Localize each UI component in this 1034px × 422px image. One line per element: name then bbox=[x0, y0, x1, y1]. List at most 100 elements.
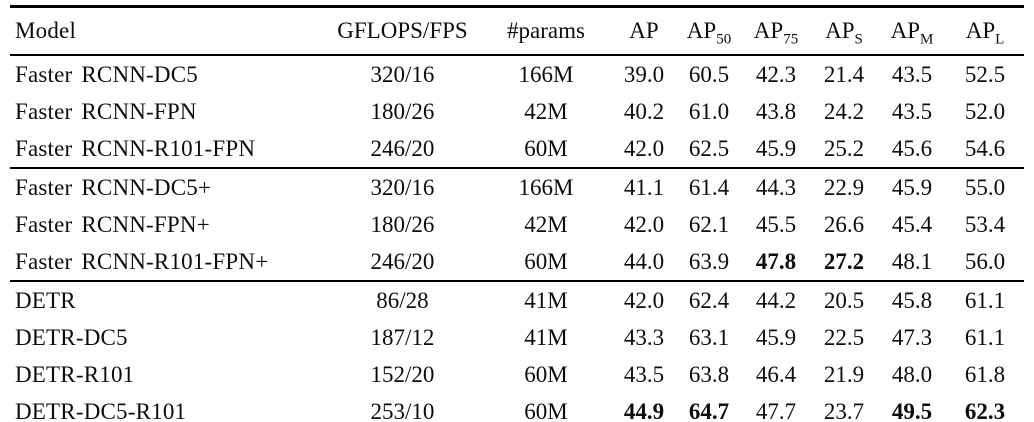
cell-ap-m: 45.8 bbox=[891, 287, 933, 313]
cell-ap75: 45.5 bbox=[755, 211, 797, 237]
cell-gflops-fps: 86/28 bbox=[376, 287, 429, 313]
cell-ap50: 63.9 bbox=[676, 243, 742, 282]
cell-model: Faster RCNN-R101-FPN+ bbox=[10, 243, 325, 282]
cell-ap-l: 61.8 bbox=[964, 361, 1006, 387]
cell-ap75: 43.8 bbox=[755, 98, 797, 124]
cell-ap50: 61.0 bbox=[688, 98, 730, 124]
cell-params: 60M bbox=[524, 398, 568, 422]
header-label: GFLOPS/FPS bbox=[337, 18, 468, 43]
column-header-ap-m: APM bbox=[878, 6, 946, 56]
cell-gflops-fps: 253/10 bbox=[370, 398, 435, 422]
cell-gflops-fps: 246/20 bbox=[325, 130, 480, 169]
cell-ap-s: 21.9 bbox=[823, 361, 865, 387]
header-label: AP bbox=[629, 18, 659, 43]
cell-ap-s: 23.7 bbox=[823, 398, 865, 422]
cell-ap: 40.2 bbox=[623, 98, 665, 124]
table-row: Faster RCNN-R101-FPN+ 246/20 60M 44.0 63.9 47… bbox=[10, 243, 1024, 282]
cell-model: Faster RCNN-DC5+ bbox=[15, 174, 212, 200]
cell-params: 60M bbox=[524, 361, 568, 387]
cell-params: 42M bbox=[524, 98, 568, 124]
cell-ap50: 63.8 bbox=[688, 361, 730, 387]
cell-ap: 43.5 bbox=[623, 361, 665, 387]
header-row: Model GFLOPS/FPS #params AP AP50 AP75 APS APM AP… bbox=[10, 6, 1024, 56]
column-header-ap: AP bbox=[612, 6, 676, 56]
cell-model: Faster RCNN-DC5 bbox=[15, 61, 198, 87]
header-subscript: 75 bbox=[783, 31, 799, 48]
table-row: Faster RCNN-DC5+ 320/16 166M 41.1 61.4 44.3 22… bbox=[10, 168, 1024, 206]
table-row: Faster RCNN-R101-FPN 246/20 60M 42.0 62.5 45.… bbox=[10, 130, 1024, 169]
cell-gflops-fps: 187/12 bbox=[370, 324, 435, 350]
cell-ap-m: 45.6 bbox=[878, 130, 946, 169]
column-header-ap50: AP50 bbox=[676, 6, 742, 56]
table-header: Model GFLOPS/FPS #params AP AP50 AP75 APS APM AP… bbox=[10, 6, 1024, 56]
table-row: DETR-R101 152/20 60M 43.5 63.8 46.4 21.9 48.0 61… bbox=[10, 356, 1024, 393]
cell-ap: 42.0 bbox=[623, 287, 665, 313]
cell-gflops-fps: 246/20 bbox=[325, 243, 480, 282]
cell-ap50: 61.4 bbox=[688, 174, 730, 200]
cell-ap: 44.0 bbox=[612, 243, 676, 282]
cell-ap: 43.3 bbox=[623, 324, 665, 350]
cell-model: DETR-DC5 bbox=[15, 324, 128, 350]
cell-gflops-fps: 320/16 bbox=[370, 61, 435, 87]
header-subscript: L bbox=[995, 31, 1005, 48]
cell-ap-s: 24.2 bbox=[823, 98, 865, 124]
cell-model: DETR-R101 bbox=[15, 361, 135, 387]
cell-ap75: 46.4 bbox=[755, 361, 797, 387]
cell-ap: 41.1 bbox=[623, 174, 665, 200]
table-row: Faster RCNN-FPN 180/26 42M 40.2 61.0 43.8 24.2… bbox=[10, 93, 1024, 130]
cell-ap-s: 22.9 bbox=[823, 174, 865, 200]
row-group-2: Faster RCNN-DC5+ 320/16 166M 41.1 61.4 44.3 22… bbox=[10, 168, 1024, 282]
table-row: DETR-DC5-R101 253/10 60M 44.9 64.7 47.7 23.7 49… bbox=[10, 393, 1024, 422]
cell-ap-s: 22.5 bbox=[823, 324, 865, 350]
column-header-ap75: AP75 bbox=[742, 6, 810, 56]
cell-ap-m: 45.4 bbox=[891, 211, 933, 237]
table-row: DETR-DC5 187/12 41M 43.3 63.1 45.9 22.5 47.3 61.… bbox=[10, 319, 1024, 356]
table-row: Faster RCNN-FPN+ 180/26 42M 42.0 62.1 45.5 26.… bbox=[10, 206, 1024, 243]
cell-ap-m: 48.1 bbox=[878, 243, 946, 282]
cell-ap-l: 53.4 bbox=[964, 211, 1006, 237]
cell-ap-s: 20.5 bbox=[823, 287, 865, 313]
column-header-ap-s: APS bbox=[810, 6, 878, 56]
cell-ap75: 45.9 bbox=[755, 324, 797, 350]
header-label: AP bbox=[965, 18, 996, 43]
cell-ap-l: 62.3 bbox=[964, 398, 1006, 422]
cell-model: Faster RCNN-R101-FPN bbox=[10, 130, 325, 169]
cell-ap-l: 61.1 bbox=[964, 324, 1006, 350]
cell-ap: 39.0 bbox=[623, 61, 665, 87]
cell-ap75: 45.9 bbox=[742, 130, 810, 169]
header-subscript: S bbox=[854, 31, 863, 48]
cell-ap50: 64.7 bbox=[688, 398, 730, 422]
header-label: AP bbox=[890, 18, 921, 43]
table-row: Faster RCNN-DC5 320/16 166M 39.0 60.5 42.3 21.… bbox=[10, 55, 1024, 93]
header-label: #params bbox=[507, 18, 585, 43]
cell-model: Faster RCNN-FPN bbox=[15, 98, 197, 124]
cell-gflops-fps: 180/26 bbox=[370, 211, 435, 237]
cell-ap-l: 56.0 bbox=[946, 243, 1024, 282]
table-row: DETR 86/28 41M 42.0 62.4 44.2 20.5 45.8 61.1 bbox=[10, 281, 1024, 319]
cell-ap-m: 45.9 bbox=[891, 174, 933, 200]
cell-ap-m: 43.5 bbox=[891, 98, 933, 124]
header-label: AP bbox=[753, 18, 784, 43]
cell-ap50: 62.4 bbox=[688, 287, 730, 313]
header-subscript: 50 bbox=[716, 31, 732, 48]
cell-params: 60M bbox=[480, 243, 612, 282]
header-subscript: M bbox=[920, 31, 934, 48]
cell-params: 60M bbox=[480, 130, 612, 169]
header-label: AP bbox=[825, 18, 855, 43]
cell-ap-s: 27.2 bbox=[810, 243, 878, 282]
cell-ap-s: 26.6 bbox=[823, 211, 865, 237]
cell-ap-s: 21.4 bbox=[823, 61, 865, 87]
cell-model: Faster RCNN-FPN+ bbox=[15, 211, 210, 237]
cell-ap75: 47.7 bbox=[755, 398, 797, 422]
cell-ap75: 44.3 bbox=[755, 174, 797, 200]
header-label: Model bbox=[15, 18, 77, 43]
row-group-3: DETR 86/28 41M 42.0 62.4 44.2 20.5 45.8 61.1 DETR… bbox=[10, 281, 1024, 422]
cell-ap50: 60.5 bbox=[688, 61, 730, 87]
column-header-gflops-fps: GFLOPS/FPS bbox=[325, 6, 480, 56]
cell-params: 41M bbox=[524, 287, 568, 313]
cell-params: 166M bbox=[518, 61, 574, 87]
cell-model: DETR bbox=[15, 287, 76, 313]
results-table: Model GFLOPS/FPS #params AP AP50 AP75 APS APM AP… bbox=[10, 5, 1024, 422]
column-header-model: Model bbox=[10, 6, 325, 56]
